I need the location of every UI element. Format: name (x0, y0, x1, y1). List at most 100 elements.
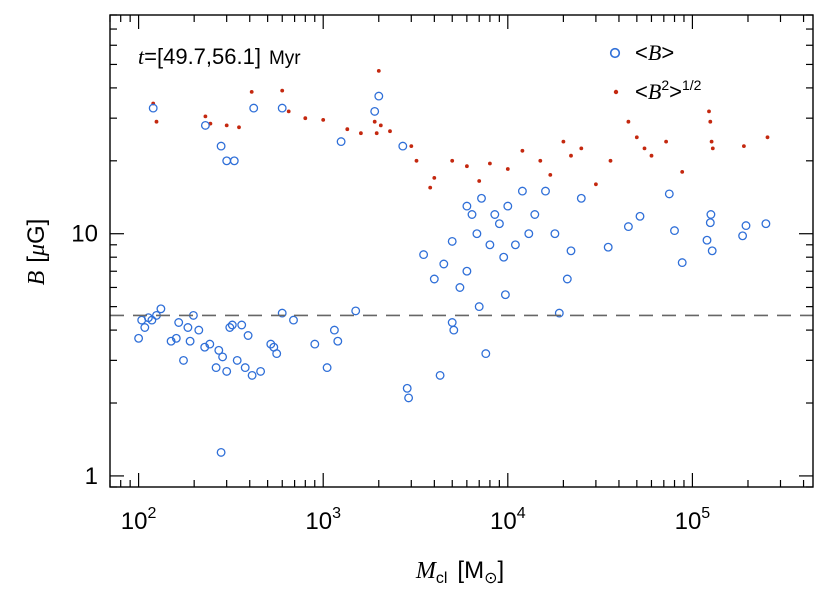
data-point-open-circle (706, 210, 716, 219)
data-point-open-circle (707, 246, 717, 256)
data-point-open-circle (229, 156, 239, 166)
time-variable: t (138, 44, 145, 69)
x-tick-exponent: 5 (701, 505, 710, 522)
data-point-open-circle (140, 323, 150, 332)
legend-root-exp: 1/2 (682, 77, 702, 93)
data-point-open-circle (664, 189, 674, 199)
x-tick-label: 105 (675, 505, 711, 535)
data-point-open-circle (541, 186, 550, 196)
data-point-filled-dot (594, 182, 598, 187)
data-point-open-circle (222, 156, 232, 166)
data-point-filled-dot (765, 135, 770, 140)
data-point-filled-dot (432, 176, 437, 180)
data-point-open-circle (214, 345, 224, 355)
time-unit: Myr (269, 48, 301, 69)
data-point-open-circle (429, 274, 439, 284)
legend-gt: > (661, 40, 674, 65)
data-point-filled-dot (378, 123, 383, 128)
data-point-open-circle (147, 315, 157, 325)
data-point-filled-dot (359, 131, 363, 136)
data-point-open-circle (467, 210, 477, 219)
data-point-open-circle (562, 274, 572, 284)
data-point-filled-dot (520, 148, 525, 153)
y-label-mu: μ (24, 244, 50, 257)
data-point-open-circle (237, 320, 247, 330)
data-point-open-circle (462, 201, 472, 211)
x-tick-exponent: 2 (147, 505, 156, 522)
data-point-filled-dot (372, 119, 377, 124)
data-point-open-circle (227, 320, 237, 330)
data-point-open-circle (216, 141, 226, 151)
data-point-open-circle (289, 315, 298, 325)
time-range: 49.7,56.1 (163, 44, 255, 69)
data-point-open-circle (761, 219, 771, 229)
data-point-open-circle (494, 219, 504, 229)
data-point-filled-dot (321, 118, 326, 122)
data-point-open-circle (447, 236, 457, 246)
data-point-open-circle (741, 221, 751, 231)
data-point-open-circle (623, 222, 633, 232)
y-axis-label: B [μG] (23, 219, 50, 286)
data-point-open-circle (490, 210, 500, 219)
data-point-open-circle (455, 283, 465, 292)
data-point-open-circle (398, 141, 408, 151)
data-point-filled-dot (374, 131, 379, 136)
data-point-open-circle (705, 218, 715, 228)
data-point-open-circle (272, 349, 282, 359)
data-point-open-circle (333, 336, 343, 346)
x-tick-label: 103 (305, 505, 341, 535)
data-point-filled-dot (414, 158, 419, 163)
data-point-filled-dot (649, 153, 654, 158)
x-tick-label: 104 (490, 505, 526, 535)
data-point-open-circle (481, 349, 491, 359)
data-point-open-circle (402, 383, 412, 393)
x-axis-label: Mcl [M⊙] (415, 557, 504, 587)
data-point-filled-dot (388, 129, 392, 134)
data-point-filled-dot (626, 119, 631, 124)
data-point-open-circle (240, 363, 250, 373)
data-point-open-circle (351, 306, 361, 316)
x-label-sun-symbol: ⊙ (484, 570, 497, 587)
data-point-filled-dot (642, 146, 647, 151)
data-point-filled-dot (569, 153, 573, 158)
data-point-open-circle (447, 318, 457, 327)
y-label-unit: G (23, 225, 50, 244)
data-point-filled-dot (664, 139, 668, 144)
data-point-open-circle (635, 211, 645, 221)
legend-label-mean-b: <B> (635, 40, 674, 65)
x-label-unit: M (464, 557, 484, 584)
data-point-filled-dot (634, 135, 639, 140)
data-point-open-circle (477, 193, 486, 203)
data-point-open-circle (550, 229, 560, 239)
data-point-open-circle (738, 231, 748, 241)
data-point-open-circle (510, 240, 520, 250)
data-point-open-circle (243, 331, 253, 340)
legend-gt: > (669, 79, 682, 104)
data-point-open-circle (670, 226, 679, 236)
data-point-filled-dot (465, 164, 469, 169)
x-tick-base: 10 (490, 508, 517, 535)
data-point-open-circle (554, 308, 564, 318)
data-point-filled-dot (548, 173, 553, 177)
data-point-open-circle (174, 318, 184, 327)
time-equals: =[ (144, 44, 163, 69)
data-point-filled-dot (709, 139, 714, 144)
legend-square-exp: 2 (661, 77, 669, 93)
data-point-open-circle (185, 336, 195, 346)
data-point-open-circle (166, 336, 176, 346)
data-point-open-circle (500, 290, 510, 300)
data-point-filled-dot (477, 179, 482, 183)
legend: <B> <B2>1/2 (609, 40, 702, 104)
data-point-open-circle (530, 210, 540, 219)
y-label-open: [ (23, 256, 50, 263)
data-point-open-circle (310, 339, 320, 349)
data-point-open-circle (277, 103, 287, 113)
data-point-open-circle (462, 266, 472, 276)
time-annotation: t=[49.7,56.1] Myr (138, 44, 301, 69)
data-point-filled-dot (237, 125, 241, 130)
x-label-sub: cl (436, 570, 448, 587)
data-point-open-circle (524, 229, 534, 239)
legend-var: B (648, 79, 661, 104)
